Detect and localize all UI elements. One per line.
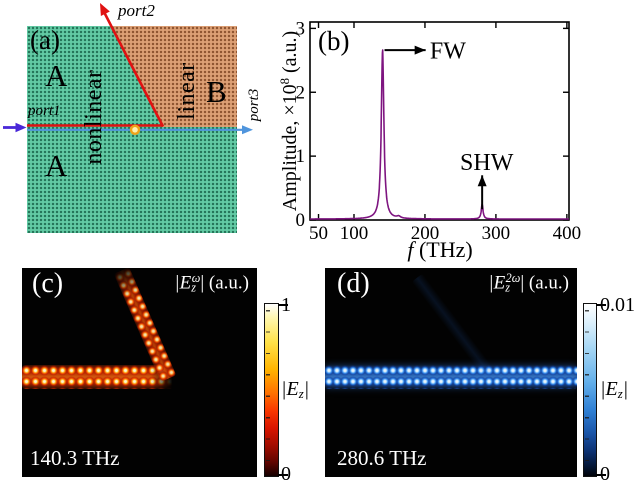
port3-arrowhead [242, 125, 253, 135]
linear-label: linear [174, 62, 200, 120]
fw-colorbar-min: 0 [281, 463, 291, 485]
panel-b-spectrum: 50 100 200 300 400 0 1 2 3 FW SHW (b) f (THz) Ampl… [278, 0, 635, 266]
shw-horizontal-beam [325, 365, 577, 389]
port2-waveguide-line [101, 9, 165, 128]
svg-text:100: 100 [340, 223, 369, 244]
shw-diagonal-beam [411, 273, 496, 379]
shw-colorbar: 0.01 0 |Ez| [583, 294, 635, 485]
port3-label: port3 [246, 88, 262, 122]
shw-colorbar-max: 0.01 [600, 294, 635, 316]
svg-text:SHW: SHW [460, 150, 514, 176]
fw-field-label: |Ezω| (a.u.) [174, 271, 249, 295]
x-axis-label: f (THz) [340, 237, 540, 263]
source-marker [129, 124, 141, 136]
svg-text:300: 300 [482, 223, 511, 244]
svg-text:50: 50 [309, 223, 328, 244]
shw-frequency-label: 280.6 THz [337, 446, 427, 470]
port1-label: port1 [28, 103, 61, 119]
y-axis-label: Amplitude, ×108 (a.u.) [278, 30, 302, 212]
fw-colorbar-max: 1 [281, 294, 291, 316]
nonlinear-label: nonlinear [81, 69, 107, 165]
port2-arrowhead [100, 3, 110, 16]
fw-colorbar-gradient [264, 303, 288, 477]
panel-c-letter: (c) [32, 268, 64, 299]
shw-field-label: |Ez2ω| (a.u.) [488, 271, 569, 295]
svg-text:FW: FW [430, 38, 466, 64]
fw-frequency-label: 140.3 THz [30, 446, 120, 470]
panel-a-letter: (a) [30, 25, 60, 55]
svg-text:200: 200 [411, 223, 440, 244]
panel-c-fw-field: (c) |Ezω| (a.u.) 140.3 THz 1 0 |Ez| [0, 258, 320, 486]
spectrum-plot: 50 100 200 300 400 0 1 2 3 FW SHW [296, 18, 582, 244]
fw-colorbar-ticks [266, 310, 270, 470]
svg-text:1: 1 [296, 146, 306, 167]
shw-colorbar-gradient [583, 303, 606, 477]
panel-d-shw-field: (d) |Ez2ω| (a.u.) 280.6 THz 0.01 0 |Ez| [320, 258, 635, 486]
region-a-top-label: A [45, 58, 68, 93]
panel-a-schematic: (a) A A B nonlinear linear port1 port2 p… [0, 0, 280, 256]
fw-colorbar-label: |Ez| [281, 377, 310, 402]
svg-text:3: 3 [296, 18, 306, 39]
shw-colorbar-label: |Ez| [600, 377, 629, 402]
shw-colorbar-ticks [585, 310, 589, 470]
waveguide-overlay [3, 3, 253, 136]
x-axis-label-symbol: f [407, 237, 414, 262]
x-axis-label-unit: (THz) [413, 237, 473, 262]
shw-colorbar-min: 0 [600, 463, 610, 485]
fw-colorbar: 1 0 |Ez| [264, 294, 309, 485]
panel-d-letter: (d) [337, 268, 370, 299]
svg-text:400: 400 [553, 223, 582, 244]
svg-text:0: 0 [296, 210, 306, 231]
port2-label: port2 [118, 1, 155, 20]
fw-field-map: (c) |Ezω| (a.u.) 140.3 THz [22, 268, 257, 477]
input-arrowhead [15, 122, 27, 133]
shw-field-map: (d) |Ez2ω| (a.u.) 280.6 THz [325, 268, 577, 477]
fw-horizontal-beam [22, 365, 174, 389]
region-a-bottom-label: A [45, 148, 68, 183]
panel-b-letter: (b) [318, 26, 350, 56]
svg-text:2: 2 [296, 82, 306, 103]
region-b-label: B [206, 74, 227, 109]
